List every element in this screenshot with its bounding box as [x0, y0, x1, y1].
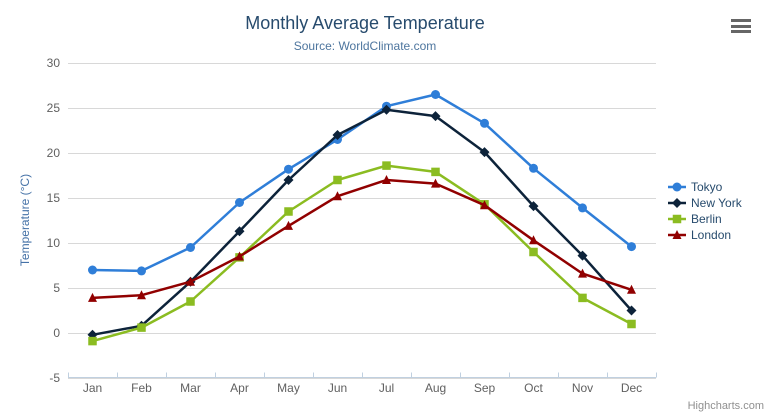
marker-tokyo	[627, 242, 636, 252]
marker-tokyo	[88, 265, 97, 275]
marker-berlin	[382, 161, 391, 170]
marker-berlin	[137, 323, 146, 332]
marker-london	[235, 251, 244, 261]
marker-london	[284, 220, 293, 230]
y-axis-label: 25	[47, 101, 61, 115]
y-axis-label: -5	[49, 371, 60, 385]
x-axis-label: Oct	[524, 381, 543, 395]
legend-marker-tokyo-icon	[668, 182, 686, 192]
marker-london	[431, 178, 440, 188]
x-axis-label: Dec	[621, 381, 642, 395]
marker-london	[186, 276, 195, 286]
marker-new-york	[430, 111, 441, 122]
context-menu-button[interactable]	[731, 19, 751, 33]
legend-item-new-york[interactable]: New York	[668, 195, 742, 211]
marker-berlin	[333, 175, 342, 185]
marker-london	[627, 284, 636, 294]
series-line-berlin	[91, 164, 633, 343]
marker-new-york	[479, 147, 490, 158]
marker-new-york	[283, 175, 294, 185]
marker-london	[88, 292, 97, 302]
legend-item-london[interactable]: London	[668, 227, 742, 243]
marker-london	[529, 235, 538, 245]
y-axis-label: 30	[47, 56, 61, 70]
marker-berlin	[431, 167, 440, 177]
marker-tokyo	[431, 90, 440, 99]
credits-link[interactable]: Highcharts.com	[687, 400, 764, 412]
chart-subtitle: Source: WorldClimate.com	[293, 39, 437, 53]
marker-tokyo	[284, 164, 293, 174]
marker-tokyo	[137, 266, 146, 276]
y-axis-label: 15	[47, 191, 61, 205]
legend-item-berlin[interactable]: Berlin	[668, 211, 742, 227]
marker-london	[333, 191, 342, 201]
marker-new-york	[332, 130, 343, 140]
legend-label: Tokyo	[691, 180, 723, 194]
marker-berlin	[88, 336, 97, 346]
marker-tokyo	[235, 198, 244, 207]
legend-label: New York	[691, 196, 742, 210]
series-line-tokyo	[91, 93, 633, 273]
marker-new-york	[381, 104, 392, 115]
marker-berlin	[627, 319, 636, 329]
y-axis-label: 0	[53, 326, 60, 340]
y-axis-label: 20	[47, 146, 61, 160]
marker-berlin	[284, 207, 293, 216]
marker-berlin	[186, 297, 195, 306]
legend-label: Berlin	[691, 212, 722, 226]
x-axis-label: Jun	[328, 381, 347, 395]
marker-tokyo	[186, 243, 195, 252]
marker-new-york	[626, 305, 637, 316]
legend-marker-berlin-icon	[668, 214, 686, 224]
legend-item-tokyo[interactable]: Tokyo	[668, 179, 742, 195]
y-axis-label: 10	[47, 236, 61, 250]
marker-berlin	[578, 293, 587, 303]
marker-london	[480, 200, 489, 210]
series-line-new-york	[91, 108, 633, 337]
marker-tokyo	[578, 203, 587, 213]
marker-london	[382, 175, 391, 184]
legend-marker-new-york-icon	[668, 198, 686, 208]
y-axis-label: 5	[53, 281, 60, 295]
x-axis-label: Mar	[180, 381, 201, 395]
x-axis-label: Apr	[230, 381, 249, 395]
x-axis-label: Nov	[572, 381, 593, 395]
chart-title: Monthly Average Temperature	[245, 13, 485, 33]
x-axis-label: Jul	[379, 381, 394, 395]
legend-marker-london-icon	[668, 230, 686, 239]
x-axis-label: May	[277, 381, 300, 395]
legend-label: London	[691, 228, 732, 242]
marker-new-york	[528, 201, 539, 212]
marker-new-york	[234, 226, 245, 237]
marker-new-york	[577, 250, 588, 261]
x-axis-label: Aug	[425, 381, 446, 395]
marker-london	[137, 290, 146, 300]
series-line-london	[91, 178, 633, 300]
x-axis-label: Sep	[474, 381, 496, 395]
marker-tokyo	[529, 163, 538, 173]
marker-tokyo	[480, 118, 489, 128]
legend: Tokyo New York Berlin London	[668, 179, 742, 243]
marker-berlin	[529, 247, 538, 257]
x-axis-label: Jan	[83, 381, 102, 395]
marker-london	[578, 268, 587, 278]
x-axis-label: Feb	[131, 381, 152, 395]
